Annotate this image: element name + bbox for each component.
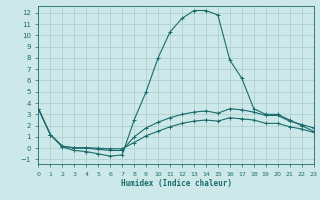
X-axis label: Humidex (Indice chaleur): Humidex (Indice chaleur) (121, 179, 231, 188)
